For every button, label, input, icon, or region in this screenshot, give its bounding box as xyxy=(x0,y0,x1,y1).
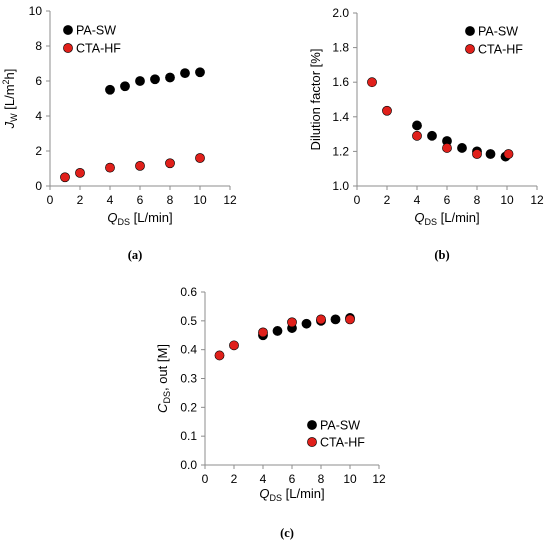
data-point-pa-sw xyxy=(165,72,175,83)
data-point-pa-sw xyxy=(195,67,205,78)
x-tick-label: 2 xyxy=(77,193,84,207)
x-axis-title: QDS [L/min] xyxy=(107,210,172,227)
data-point-cta-hf xyxy=(367,77,377,88)
legend-label-cta-hf: CTA-HF xyxy=(76,42,121,56)
legend-marker-pa-sw xyxy=(307,420,317,430)
data-point-cta-hf xyxy=(165,158,175,169)
y-tick-label: 1.2 xyxy=(332,144,349,158)
x-tick-label: 10 xyxy=(193,193,207,207)
data-point-pa-sw xyxy=(150,74,160,85)
x-tick-label: 4 xyxy=(260,472,267,486)
x-tick-label: 10 xyxy=(500,193,514,207)
y-tick-label: 1.0 xyxy=(332,179,349,193)
y-tick-label: 0.2 xyxy=(180,400,197,414)
data-point-pa-sw xyxy=(457,143,467,153)
y-tick-label: 6 xyxy=(35,74,42,88)
legend-marker-cta-hf xyxy=(307,437,317,447)
y-axis-title: JW [L/m2h] xyxy=(1,69,19,130)
y-tick-label: 0.4 xyxy=(180,343,197,357)
y-tick-label: 1.8 xyxy=(332,41,349,55)
data-point-cta-hf xyxy=(345,314,355,325)
data-point-cta-hf xyxy=(75,167,85,178)
data-point-cta-hf xyxy=(258,327,268,338)
data-point-cta-hf xyxy=(382,105,392,116)
y-tick-label: 0.5 xyxy=(180,314,197,328)
data-point-pa-sw xyxy=(485,149,496,159)
data-point-cta-hf xyxy=(195,153,205,163)
x-tick-label: 12 xyxy=(530,193,544,207)
data-point-cta-hf xyxy=(503,149,514,159)
x-axis-title: QDS [L/min] xyxy=(259,486,324,503)
y-axis-title: Dilution factor [%] xyxy=(308,49,323,151)
data-point-cta-hf xyxy=(472,149,482,159)
y-axis-title: CDS, out [M] xyxy=(155,344,172,413)
chart-panel-b: 0 2 4 6 8 10 12 1.0 1.2 1.4 1.6 1.8 2.0 QDS [L/min] Di… xyxy=(308,6,544,262)
data-point-cta-hf xyxy=(214,350,225,361)
y-tick-label: 0 xyxy=(35,179,42,193)
data-point-cta-hf xyxy=(229,340,239,351)
chart-panel-c: 0 2 4 6 8 10 12 0.0 0.1 0.2 0.3 0.4 0.5 0.6 QDS [L/min… xyxy=(155,285,386,540)
x-tick-label: 8 xyxy=(167,193,174,207)
data-point-pa-sw xyxy=(301,318,312,329)
x-axis-title: QDS [L/min] xyxy=(414,210,479,227)
y-tick-label: 4 xyxy=(35,109,42,123)
legend-label-pa-sw: PA-SW xyxy=(478,25,518,39)
x-tick-label: 10 xyxy=(343,472,357,486)
panel-label: (a) xyxy=(128,248,143,262)
legend-label-pa-sw: PA-SW xyxy=(320,419,360,433)
x-tick-label: 6 xyxy=(137,193,144,207)
x-tick-label: 4 xyxy=(414,193,421,207)
y-tick-label: 2.0 xyxy=(332,6,349,20)
legend-label-cta-hf: CTA-HF xyxy=(320,436,365,450)
x-tick-label: 0 xyxy=(47,193,54,207)
x-tick-label: 0 xyxy=(202,472,209,486)
y-tick-label: 1.6 xyxy=(332,75,349,89)
data-point-pa-sw xyxy=(412,120,422,131)
data-point-cta-hf xyxy=(412,130,422,141)
data-point-cta-hf xyxy=(316,314,326,325)
x-tick-label: 8 xyxy=(318,472,325,486)
data-point-cta-hf xyxy=(60,172,70,183)
x-tick-label: 6 xyxy=(444,193,451,207)
y-tick-label: 0.3 xyxy=(180,372,197,386)
y-tick-label: 8 xyxy=(35,39,42,53)
x-tick-label: 0 xyxy=(354,193,361,207)
data-point-cta-hf xyxy=(135,160,145,171)
x-tick-label: 2 xyxy=(384,193,391,207)
x-tick-label: 12 xyxy=(223,193,237,207)
data-point-pa-sw xyxy=(135,76,145,86)
data-point-cta-hf xyxy=(442,143,452,153)
legend-marker-pa-sw xyxy=(465,26,475,36)
data-point-pa-sw xyxy=(330,314,341,325)
y-tick-label: 0.0 xyxy=(180,458,197,472)
data-point-pa-sw xyxy=(180,68,190,79)
y-tick-label: 1.4 xyxy=(332,110,349,124)
data-point-pa-sw xyxy=(427,130,437,141)
y-tick-label: 2 xyxy=(35,144,42,158)
legend-label-cta-hf: CTA-HF xyxy=(478,43,523,57)
legend-marker-pa-sw xyxy=(63,25,73,35)
y-tick-label: 10 xyxy=(29,4,43,18)
legend-marker-cta-hf xyxy=(63,43,73,53)
x-tick-label: 12 xyxy=(372,472,386,486)
y-tick-label: 0.6 xyxy=(180,285,197,299)
data-point-pa-sw xyxy=(105,84,115,95)
data-point-pa-sw xyxy=(272,326,283,336)
x-tick-label: 8 xyxy=(474,193,481,207)
x-tick-label: 2 xyxy=(231,472,238,486)
legend-label-pa-sw: PA-SW xyxy=(76,24,116,38)
data-point-cta-hf xyxy=(105,162,115,173)
panel-label: (b) xyxy=(434,248,449,262)
x-tick-label: 4 xyxy=(107,193,114,207)
y-tick-label: 0.1 xyxy=(180,429,197,443)
legend-marker-cta-hf xyxy=(465,44,475,54)
data-point-pa-sw xyxy=(120,81,130,92)
x-tick-label: 6 xyxy=(289,472,296,486)
panel-label: (c) xyxy=(280,526,294,540)
data-point-cta-hf xyxy=(287,317,297,328)
chart-panel-a: 0 2 4 6 8 10 12 0 2 4 6 8 10 QDS [L/min] JW [L/m2h] PA-… xyxy=(1,4,237,262)
